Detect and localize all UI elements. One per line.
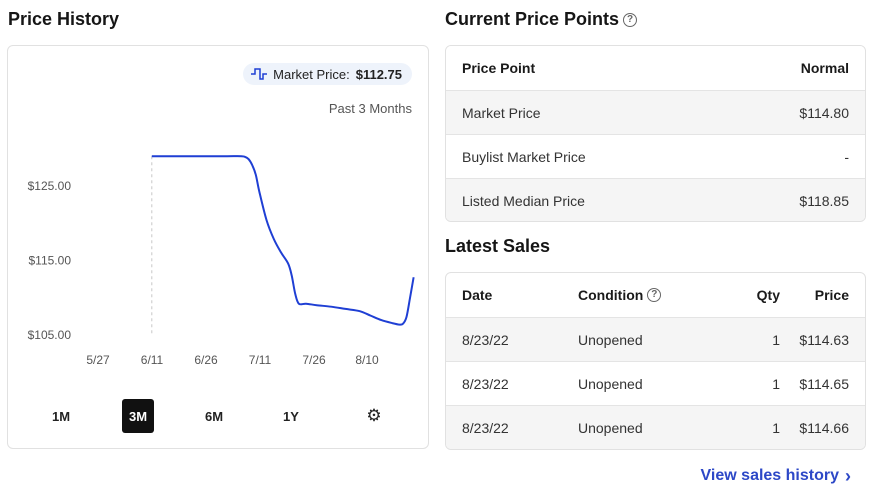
sale-price: $114.63 — [799, 331, 849, 348]
current-price-points-table: Price Point Normal Market Price $114.80 … — [445, 45, 866, 222]
range-button-1m[interactable]: 1M — [51, 408, 71, 424]
sale-condition: Unopened — [578, 331, 643, 348]
table-row: 8/23/22 Unopened 1 $114.63 — [446, 317, 865, 361]
header-price-point: Price Point — [462, 60, 536, 76]
x-tick-label: 7/26 — [302, 353, 326, 367]
sale-price: $114.65 — [799, 375, 849, 392]
sale-qty: 1 — [772, 375, 780, 392]
table-row: 8/23/22 Unopened 1 $114.66 — [446, 405, 865, 449]
x-tick-label: 6/11 — [141, 353, 164, 367]
table-header-row: Price Point Normal — [446, 46, 865, 90]
current-price-points-title: Current Price Points ? — [445, 9, 638, 30]
sale-qty: 1 — [772, 331, 780, 348]
legend-label: Market Price: — [273, 66, 350, 82]
chevron-right-icon: › — [845, 466, 851, 486]
header-date: Date — [462, 287, 493, 303]
y-tick-label: $105.00 — [28, 328, 72, 342]
market-price-legend[interactable]: Market Price: $112.75 — [243, 63, 412, 85]
price-point-value: $118.85 — [799, 192, 849, 209]
table-row: Market Price $114.80 — [446, 90, 865, 134]
price-point-label: Buylist Market Price — [462, 148, 586, 165]
price-chart: $125.00 $115.00 $105.00 5/27 6/11 6/26 7/11 7/2… — [28, 155, 415, 367]
x-tick-label: 6/26 — [194, 353, 218, 367]
x-tick-label: 8/10 — [355, 353, 379, 367]
sale-date: 8/23/22 — [462, 419, 509, 436]
table-row: Listed Median Price $118.85 — [446, 178, 865, 221]
header-normal: Normal — [800, 60, 849, 76]
price-point-value: - — [844, 148, 849, 165]
header-price: Price — [814, 287, 849, 303]
market-price-series-line[interactable] — [151, 155, 415, 326]
latest-sales-title: Latest Sales — [445, 236, 551, 256]
range-selector: 1M 3M 6M 1Y ⚙ — [8, 399, 428, 433]
table-header-row: Date Condition ? Qty Price — [446, 273, 865, 317]
help-circle-icon[interactable]: ? — [647, 288, 662, 302]
header-qty: Qty — [756, 287, 780, 303]
price-history-title: Price History — [8, 9, 120, 29]
range-button-3m[interactable]: 3M — [122, 399, 154, 433]
pulse-line-icon — [251, 68, 268, 80]
sale-date: 8/23/22 — [462, 375, 509, 392]
range-label: Past 3 Months — [328, 101, 412, 116]
header-condition: Condition ? — [578, 287, 700, 303]
sale-qty: 1 — [772, 419, 780, 436]
sale-condition: Unopened — [578, 419, 643, 436]
price-point-label: Market Price — [462, 104, 541, 121]
help-circle-icon[interactable]: ? — [623, 12, 638, 27]
x-tick-label: 7/11 — [249, 353, 272, 367]
view-sales-history-link[interactable]: View sales history › — [701, 467, 851, 485]
price-point-value: $114.80 — [799, 104, 849, 121]
current-price-points-label: Current Price Points — [445, 9, 620, 29]
legend-value: $112.75 — [355, 66, 402, 82]
latest-sales-table: Date Condition ? Qty Price 8/23/22 Unope… — [445, 272, 866, 450]
table-row: Buylist Market Price - — [446, 134, 865, 178]
price-history-card: $125.00 $115.00 $105.00 5/27 6/11 6/26 7/11 7/2… — [7, 45, 429, 449]
table-row: 8/23/22 Unopened 1 $114.65 — [446, 361, 865, 405]
y-tick-label: $115.00 — [29, 254, 72, 268]
y-tick-label: $125.00 — [28, 179, 72, 193]
header-condition-label: Condition — [578, 287, 644, 303]
sale-condition: Unopened — [578, 375, 643, 392]
sale-date: 8/23/22 — [462, 331, 509, 348]
range-button-6m[interactable]: 6M — [204, 408, 224, 424]
view-sales-history-label: View sales history — [700, 467, 839, 484]
x-tick-label: 5/27 — [86, 353, 110, 367]
price-point-label: Listed Median Price — [462, 192, 585, 209]
gear-icon[interactable]: ⚙ — [366, 406, 382, 425]
sale-price: $114.66 — [799, 419, 849, 436]
range-button-1y[interactable]: 1Y — [283, 408, 299, 424]
